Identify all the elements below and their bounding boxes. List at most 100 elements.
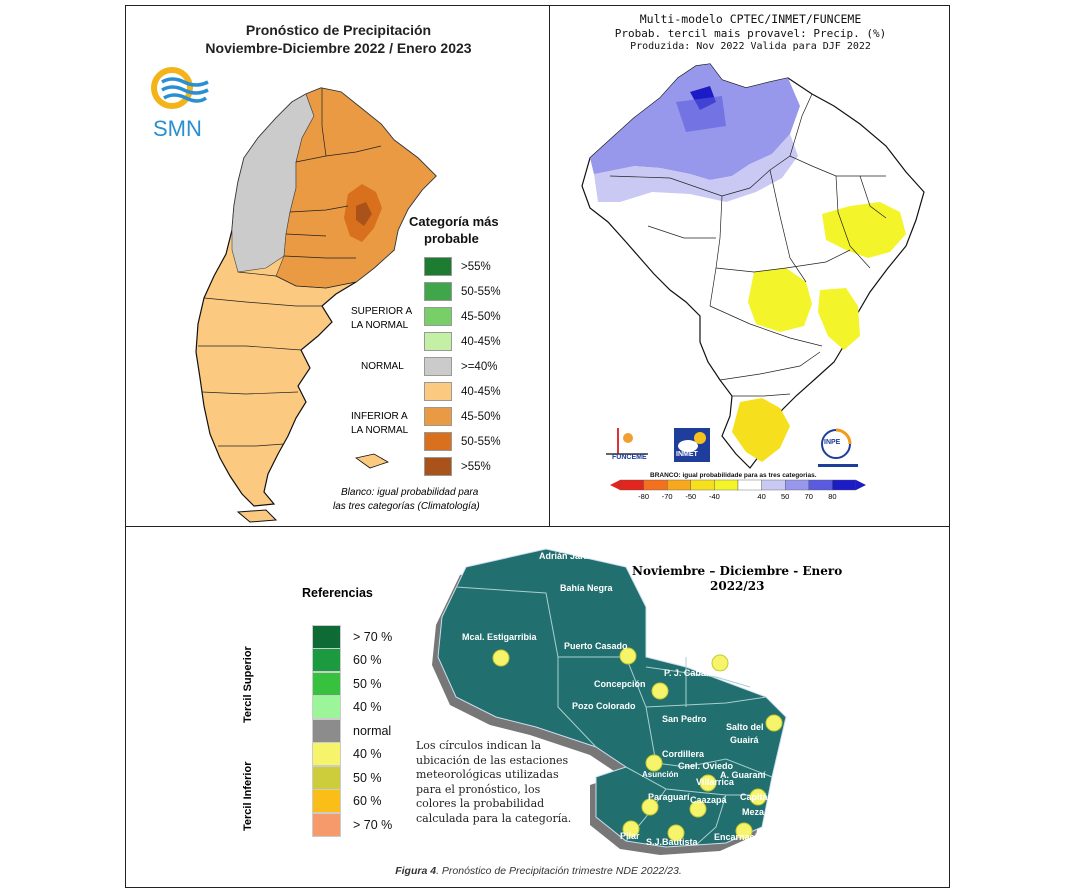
group-superior-1: SUPERIOR A [351,306,413,317]
colorbar-tick-label: 70 [805,492,813,501]
station-pj-caballero [711,654,729,672]
funceme-logo-text: FUNCEME [612,454,647,461]
argentina-legend-row: 50-55% [424,432,501,451]
argentina-legend-label: 40-45% [461,335,501,348]
group-inferior-1: INFERIOR A [351,411,408,422]
legend-title-line1: Categoría más [409,214,499,229]
paraguay-legend-label: 40 % [353,700,382,714]
inpe-logo-text: INPE [824,439,841,446]
paraguay-note-line: colores la probabilidad [416,797,545,810]
argentina-legend-row: 40-45% [424,382,501,401]
argentina-map [151,67,437,523]
argentina-legend-label: 40-45% [461,385,501,398]
legend-title-line2: probable [424,231,479,246]
paraguay-legend-row: 40 % [312,695,382,719]
brazil-colorbar: -80 -70 -50 -40 40 50 70 80 [610,479,866,501]
place-concepcion: Concepción [594,679,646,689]
colorbar-tick-label: -70 [662,492,673,501]
colorbar-cell [832,479,857,491]
brazil-dry-region-south [732,398,790,462]
argentina-legend-swatch [424,432,452,451]
colorbar-tick-label: -50 [685,492,696,501]
colorbar-high-arrow [856,480,866,490]
paraguay-forecast-panel: Referencias Tercil Superior Tercil Infer… [125,526,950,888]
axis-tercil-inferior: Tercil Inferior [242,761,254,831]
paraguay-legend-row: 40 % [312,742,382,766]
colorbar-cell [761,479,786,491]
argentina-legend-label: >=40% [461,360,498,373]
argentina-legend-label: 45-50% [461,310,501,323]
argentina-legend-row: 45-50% [424,407,501,426]
paraguay-legend-swatch [312,789,341,813]
paraguay-legend-label: normal [353,723,392,738]
paraguay-legend-label: 50 % [353,770,382,785]
paraguay-note-line: meteorológicas utilizadas [416,768,559,781]
funceme-logo [606,428,648,455]
place-paraguari: Paraguarí [648,792,690,802]
group-normal: NORMAL [361,361,404,372]
place-asuncion: Asunción [642,770,679,779]
argentina-legend-row: >55% [424,457,491,476]
axis-tercil-superior: Tercil Superior [242,646,254,723]
station-paraguari [641,798,659,816]
argentina-legend-swatch [424,357,452,376]
group-inferior-2: LA NORMAL [351,425,409,436]
paraguay-legend-swatch [312,718,341,743]
place-bahia-negra: Bahía Negra [560,583,613,593]
place-caazapa: Caazapá [690,795,727,805]
colorbar-cell [690,479,715,491]
argentina-legend-label: 50-55% [461,285,501,298]
colorbar-tick-label: 40 [757,492,765,501]
smn-logo [151,67,209,109]
argentina-legend-label: 45-50% [461,410,501,423]
smn-logo-text: SMN [153,116,202,141]
colorbar-tick-label: -80 [638,492,649,501]
colorbar-tick-label: 50 [781,492,789,501]
colorbar-tick-label: -40 [709,492,720,501]
paraguay-title-line1: Noviembre – Diciembre - Enero [632,564,843,578]
place-pj-caballero: P. J. Caballero [664,668,725,678]
place-puerto-casado: Puerto Casado [564,641,628,651]
argentina-legend-row: 40-45% [424,332,501,351]
inpe-logo [818,428,858,467]
place-salto-del: Salto del [726,722,764,732]
paraguay-legend-row: 60 % [312,648,382,672]
station-mcal-estigarribia [492,649,510,667]
paraguay-legend-label: 60 % [353,653,382,667]
colorbar-cell [808,479,833,491]
place-mcal-estigarribia: Mcal. Estigarribia [462,632,537,642]
brazil-title-line1: Multi-modelo CPTEC/INMET/FUNCEME [639,12,862,26]
station-asuncion [645,754,663,772]
station-encarnacion [735,822,753,840]
argentina-title-line1: Pronóstico de Precipitación [245,22,432,38]
argentina-title-line2: Noviembre-Diciembre 2022 / Enero 2023 [205,40,472,56]
argentina-note-line2: las tres categorías (Climatología) [333,501,480,512]
brazil-dry-region-ne [822,202,906,258]
paraguay-legend-row: > 70 % [312,624,392,649]
paraguay-legend-swatch [312,765,341,790]
paraguay-legend-row: normal [312,718,392,743]
colorbar-cell [619,479,644,491]
paraguay-country-shape [437,548,787,848]
paraguay-legend-label: > 70 % [353,817,393,832]
station-pilar [622,820,640,838]
argentina-legend-row: 45-50% [424,307,501,326]
paraguay-legend-row: 50 % [312,765,382,790]
branco-note: BRANCO: igual probabilidade para as tres… [650,472,817,479]
paraguay-map [432,548,787,855]
paraguay-legend-swatch [312,812,341,837]
inmet-logo [674,428,710,462]
group-superior-2: LA NORMAL [351,320,409,331]
colorbar-cell [737,479,762,491]
paraguay-legend-row: > 70 % [312,812,393,837]
station-markers [492,647,783,842]
argentina-legend-swatch [424,457,452,476]
argentina-legend-row: >55% [424,257,491,276]
brazil-map: -80 -70 -50 -40 40 50 70 80 [581,63,925,501]
paraguay-legend-swatch [312,742,341,766]
inmet-logo-text: INMET [676,451,698,458]
colorbar-cell [666,479,691,491]
argentina-legend-label: 50-55% [461,435,501,448]
argentina-legend-label: >55% [461,460,491,473]
figure-caption: Figura 4. Pronóstico de Precipitación tr… [126,865,951,877]
